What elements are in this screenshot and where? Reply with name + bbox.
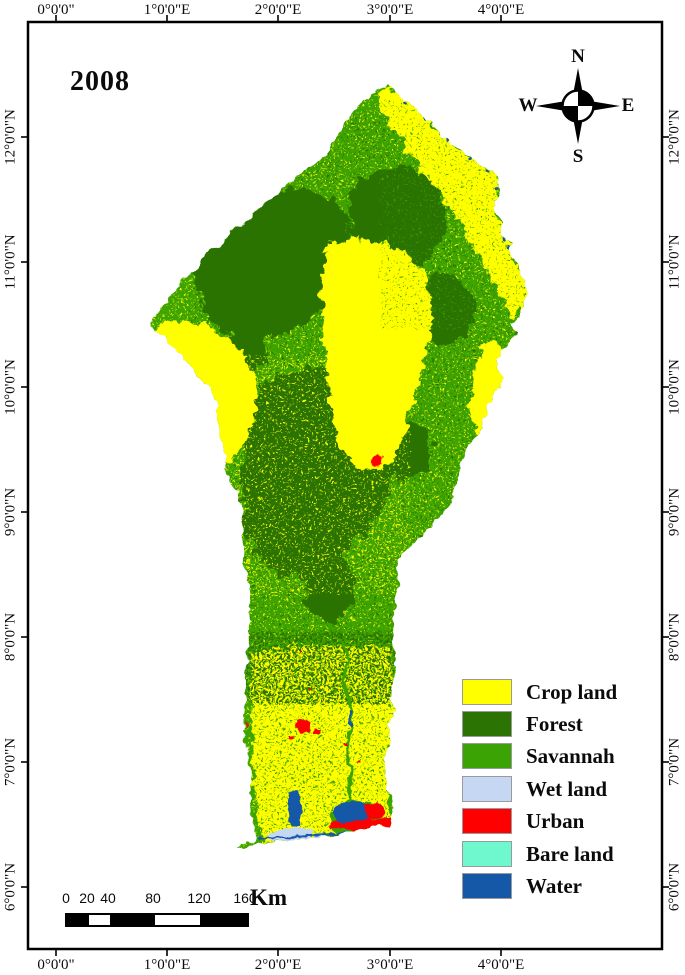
scale-segment [67, 915, 89, 925]
map-frame [21, 15, 669, 956]
right-axis-label-5: 7°0'0"N [666, 737, 683, 787]
right-axis-label-1: 11°0'0"N [666, 234, 683, 290]
cropland-speckle-centre [235, 355, 410, 595]
legend-item-bare-land: Bare land [462, 840, 614, 868]
legend-item-wet-land: Wet land [462, 775, 607, 803]
bottom-axis-label-1: 1°0'0"E [143, 957, 191, 973]
legend-label-wet-land: Wet land [526, 776, 608, 801]
scale-tick-80: 80 [145, 890, 161, 906]
savannah-speckle-northeast [380, 100, 527, 330]
scale-tick-160: 160 [233, 890, 257, 906]
legend-item-water: Water [462, 872, 582, 900]
left-axis-label-2: 10°0'0"N [2, 359, 19, 415]
scale-segment [200, 915, 247, 925]
legend-label-forest: Forest [526, 711, 583, 736]
legend-label-crop-land: Crop land [526, 679, 618, 704]
right-axis-label-2: 10°0'0"N [666, 359, 683, 415]
map-year-title: 2008 [70, 66, 130, 97]
bottom-axis-label-4: 4°0'0"E [477, 957, 525, 973]
top-axis-label-0: 0°0'0" [37, 2, 75, 18]
left-axis-label-6: 6°0'0"N [2, 862, 19, 912]
left-axis-label-0: 12°0'0"N [2, 109, 19, 165]
compass-south-label: S [572, 146, 584, 167]
left-axis-label-5: 7°0'0"N [2, 737, 19, 787]
legend-item-crop-land: Crop land [462, 678, 617, 706]
right-axis-label-3: 9°0'0"N [666, 487, 683, 537]
compass-west-label: W [518, 95, 538, 116]
legend-swatch-water [462, 873, 512, 899]
scale-bar: 0 20 40 80 120 160 Km [60, 885, 310, 928]
right-axis-label-4: 8°0'0"N [666, 612, 683, 662]
bottom-axis-label-3: 3°0'0"E [366, 957, 414, 973]
legend-label-urban: Urban [526, 808, 585, 833]
scale-tick-120: 120 [187, 890, 211, 906]
forest-speckle-south-band [246, 632, 394, 704]
top-axis-label-2: 2°0'0"E [254, 2, 302, 18]
top-axis-label-3: 3°0'0"E [366, 2, 414, 18]
bottom-axis-label-2: 2°0'0"E [254, 957, 302, 973]
legend-swatch-urban [462, 808, 512, 834]
scale-segment [89, 915, 110, 925]
scale-tick-20: 20 [79, 890, 95, 906]
urban-patches [245, 154, 474, 830]
compass-east-label: E [621, 95, 635, 116]
right-axis-label-0: 12°0'0"N [666, 109, 683, 165]
legend-item-savannah: Savannah [462, 742, 615, 770]
graticule-ticks [21, 15, 669, 956]
legend-item-forest: Forest [462, 710, 583, 738]
left-axis-label-1: 11°0'0"N [2, 234, 19, 290]
scale-tick-0: 0 [62, 890, 70, 906]
legend-label-water: Water [526, 873, 582, 898]
legend-swatch-wet-land [462, 776, 512, 802]
bottom-axis-label-0: 0°0'0" [37, 957, 75, 973]
legend-swatch-savannah [462, 743, 512, 769]
top-axis-label-4: 4°0'0"E [477, 2, 525, 18]
scale-bar-graphic [65, 913, 249, 927]
left-axis-label-3: 9°0'0"N [2, 487, 19, 537]
scale-segment [155, 915, 200, 925]
scale-tick-40: 40 [100, 890, 116, 906]
legend-label-savannah: Savannah [526, 743, 615, 768]
legend-swatch-forest [462, 711, 512, 737]
legend-label-bare-land: Bare land [526, 841, 614, 866]
legend-swatch-bare-land [462, 841, 512, 867]
right-axis-label-6: 6°0'0"N [666, 862, 683, 912]
compass-rose-icon [536, 68, 620, 144]
top-axis-label-1: 1°0'0"E [143, 2, 191, 18]
left-axis-label-4: 8°0'0"N [2, 612, 19, 662]
legend-swatch-crop-land [462, 679, 512, 705]
scale-unit-label: Km [250, 885, 288, 910]
compass-north-label: N [571, 46, 585, 67]
scale-segment [110, 915, 155, 925]
legend-item-urban: Urban [462, 807, 584, 835]
